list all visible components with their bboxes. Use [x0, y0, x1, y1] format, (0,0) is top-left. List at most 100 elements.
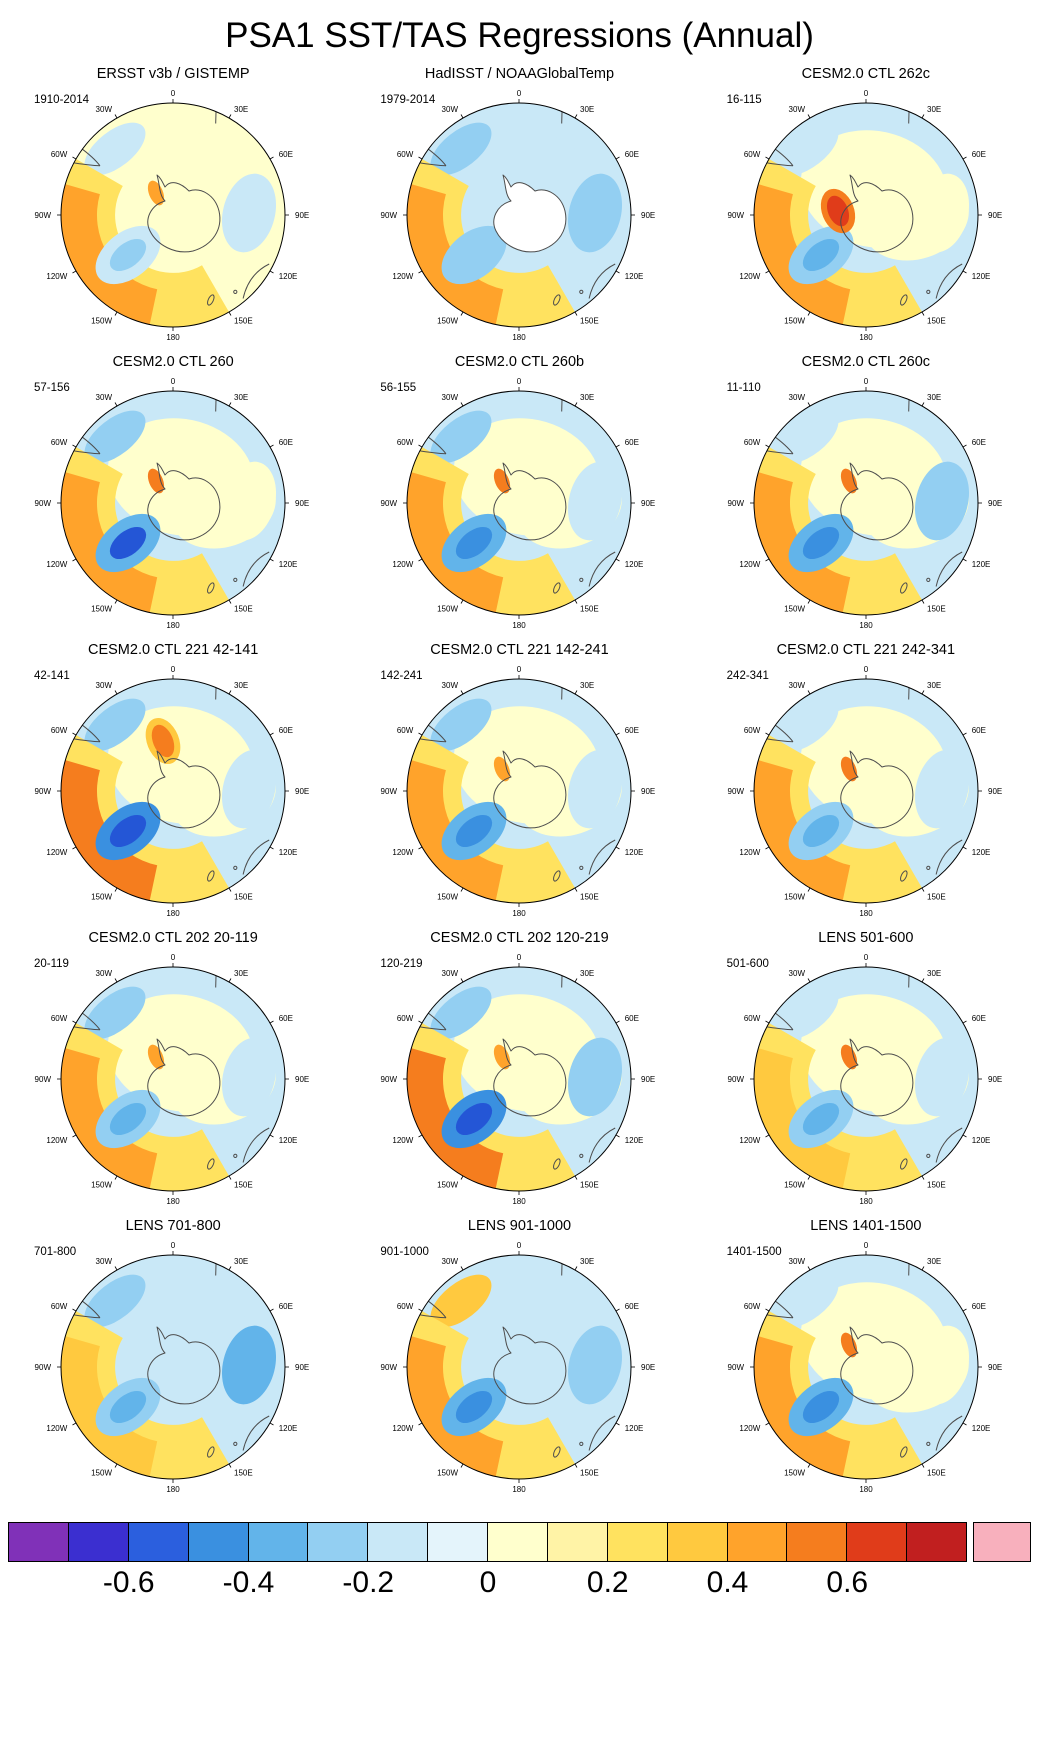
lon-tick — [72, 846, 77, 850]
lon-label: 150E — [234, 1469, 253, 1478]
lon-label: 0 — [517, 89, 522, 98]
panel-map-area: 501-600 0 30E 60E 90E 120E 150E 180 150W 120W 90W 6… — [693, 946, 1039, 1212]
lon-tick — [616, 1422, 621, 1426]
lon-label: 180 — [166, 1197, 180, 1206]
lon-tick — [962, 1020, 967, 1024]
colorbar-segment — [128, 1523, 189, 1561]
lon-tick — [269, 1308, 274, 1312]
upper-left-patch — [430, 410, 492, 464]
lon-tick — [72, 1020, 77, 1024]
lon-label: 30E — [580, 105, 594, 114]
lon-label: 120W — [46, 848, 67, 857]
lon-label: 60W — [744, 1302, 761, 1311]
panel-map-area: 42-141 0 30E 60E 90E 120E 150E 180 150W 120W 90W 60… — [0, 658, 346, 924]
lon-tick — [616, 444, 621, 448]
map-panel-11: CESM2.0 CTL 202 120-219 120-219 0 30E 60E 90E… — [346, 926, 692, 1214]
panel-title: CESM2.0 CTL 221 42-141 — [87, 642, 259, 658]
panel-period-label: 242-341 — [726, 670, 769, 682]
lon-tick — [269, 270, 274, 274]
lon-label: 90E — [988, 1075, 1002, 1084]
lon-tick — [269, 846, 274, 850]
lon-tick — [807, 1463, 811, 1468]
lon-label: 60W — [51, 438, 68, 447]
lon-label: 0 — [171, 953, 176, 962]
panel-title: CESM2.0 CTL 260 — [112, 354, 234, 370]
map-8: 0 30E 60E 90E 120E 150E 180 150W 120W 90W 60W 30W — [381, 665, 656, 918]
right-patch — [221, 173, 277, 253]
lon-label: 30E — [927, 969, 941, 978]
lon-label: 150W — [437, 1469, 458, 1478]
lon-tick — [921, 978, 925, 983]
lon-tick — [72, 156, 77, 160]
panel-title: CESM2.0 CTL 260b — [454, 354, 585, 370]
lon-tick — [460, 599, 464, 604]
lon-tick — [764, 558, 769, 562]
lon-tick — [228, 978, 232, 983]
lon-label: 60W — [397, 726, 414, 735]
lon-label: 60W — [744, 1014, 761, 1023]
map-7: 0 30E 60E 90E 120E 150E 180 150W 120W 90W 60W 30W — [35, 665, 310, 918]
map-9: 0 30E 60E 90E 120E 150E 180 150W 120W 90W 60W 30W — [727, 665, 1002, 918]
lon-label: 180 — [859, 909, 873, 918]
lon-label: 30W — [96, 1257, 113, 1266]
amundsen-low-core — [109, 238, 147, 272]
lon-tick — [418, 1308, 423, 1312]
lon-tick — [807, 1175, 811, 1180]
map-panel-15: LENS 1401-1500 1401-1500 0 30E 60E 90E 120E 150… — [693, 1214, 1039, 1502]
lon-label: 60W — [51, 1302, 68, 1311]
lon-label: 120W — [46, 560, 67, 569]
amundsen-low-core — [456, 1390, 493, 1424]
lon-tick — [764, 1308, 769, 1312]
lon-label: 60E — [279, 438, 293, 447]
anomaly-spot — [151, 724, 175, 758]
lon-tick — [574, 114, 578, 119]
antarctica-outline — [493, 462, 567, 541]
lon-label: 180 — [513, 333, 527, 342]
lon-tick — [616, 558, 621, 562]
lon-tick — [574, 978, 578, 983]
lon-tick — [921, 690, 925, 695]
antarctica-outline — [840, 174, 914, 253]
panel-map-area: 56-155 0 30E 60E 90E 120E 150E 180 150W 120W 90W 60… — [346, 370, 692, 636]
antarctica-outline — [493, 174, 567, 253]
lon-tick — [228, 690, 232, 695]
map-1: 0 30E 60E 90E 120E 150E 180 150W 120W 90W 60W 30W — [35, 89, 310, 342]
lon-tick — [418, 1134, 423, 1138]
anomaly-spot — [494, 468, 511, 494]
lon-label: 30W — [442, 393, 459, 402]
lon-tick — [962, 1422, 967, 1426]
panel-map-area: 701-800 0 30E 60E 90E 120E 150E 180 150W 120W 90W 6… — [0, 1234, 346, 1500]
lon-label: 90W — [35, 787, 52, 796]
amundsen-low-core — [802, 814, 839, 848]
lon-tick — [72, 732, 77, 736]
lon-label: 120E — [279, 1424, 298, 1433]
lon-label: 90W — [381, 211, 398, 220]
lon-label: 60E — [279, 1014, 293, 1023]
lon-tick — [574, 887, 578, 892]
lon-tick — [114, 114, 118, 119]
lon-label: 60E — [971, 726, 985, 735]
lon-label: 150W — [437, 317, 458, 326]
lon-label: 150W — [784, 893, 805, 902]
lon-label: 30W — [96, 393, 113, 402]
panel-map-area: 142-241 0 30E 60E 90E 120E 150E 180 150W 120W 90W 6… — [346, 658, 692, 924]
lon-tick — [418, 732, 423, 736]
colorbar-tick-labels: -0.6 -0.4 -0.2 0 0.2 0.4 0.6 — [9, 1562, 967, 1608]
lon-tick — [114, 978, 118, 983]
colorbar-segment — [727, 1523, 788, 1561]
lon-label: 90W — [35, 499, 52, 508]
lon-tick — [228, 311, 232, 316]
lon-label: 90E — [641, 1363, 655, 1372]
lon-tick — [114, 887, 118, 892]
lon-tick — [72, 1308, 77, 1312]
lon-label: 120W — [46, 1136, 67, 1145]
lon-tick — [460, 978, 464, 983]
lon-label: 0 — [171, 377, 176, 386]
map-grid: ERSST v3b / GISTEMP 1910-2014 0 30E 60E 90E 12… — [0, 62, 1039, 1502]
lon-label: 120E — [279, 1136, 298, 1145]
lon-tick — [764, 1422, 769, 1426]
colorbar-tick-label: 0.6 — [826, 1566, 869, 1599]
upper-left-patch — [777, 698, 839, 752]
lon-label: 0 — [517, 665, 522, 674]
lon-tick — [72, 444, 77, 448]
